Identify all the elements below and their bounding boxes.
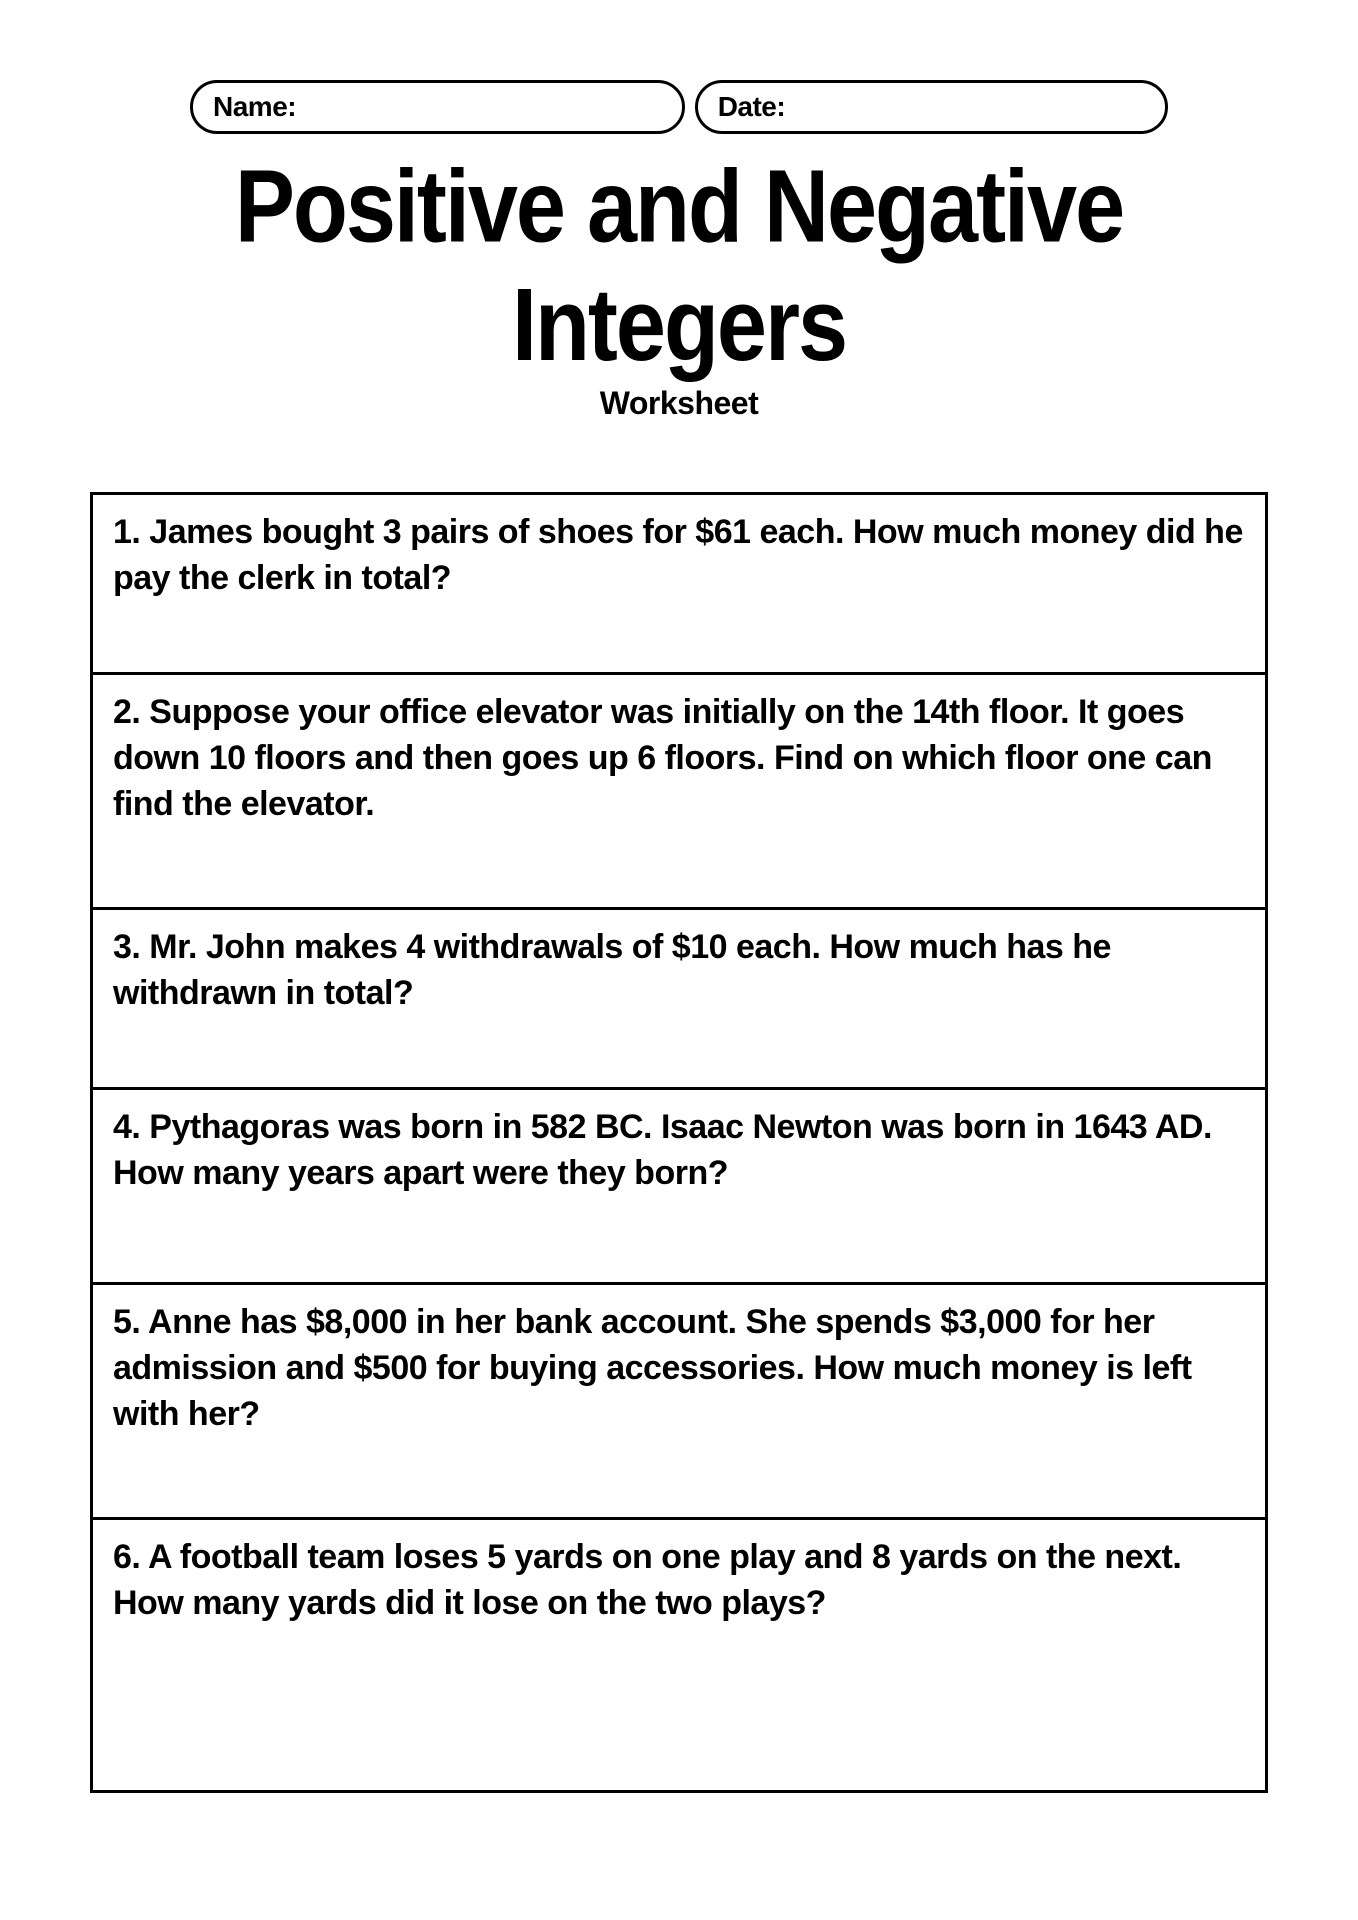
- question-item: 3. Mr. John makes 4 withdrawals of $10 e…: [93, 910, 1265, 1090]
- question-item: 5. Anne has $8,000 in her bank account. …: [93, 1285, 1265, 1520]
- page-subtitle: Worksheet: [90, 385, 1268, 422]
- question-item: 4. Pythagoras was born in 582 BC. Isaac …: [93, 1090, 1265, 1285]
- header-fields: Name: Date:: [90, 80, 1268, 134]
- date-field[interactable]: Date:: [695, 80, 1168, 134]
- question-item: 6. A football team loses 5 yards on one …: [93, 1520, 1265, 1790]
- name-field[interactable]: Name:: [190, 80, 685, 134]
- page-title: Positive and Negative Integers: [90, 149, 1268, 386]
- question-item: 2. Suppose your office elevator was init…: [93, 675, 1265, 910]
- questions-container: 1. James bought 3 pairs of shoes for $61…: [90, 492, 1268, 1793]
- name-label: Name:: [213, 91, 296, 123]
- date-label: Date:: [718, 91, 786, 123]
- question-item: 1. James bought 3 pairs of shoes for $61…: [93, 495, 1265, 675]
